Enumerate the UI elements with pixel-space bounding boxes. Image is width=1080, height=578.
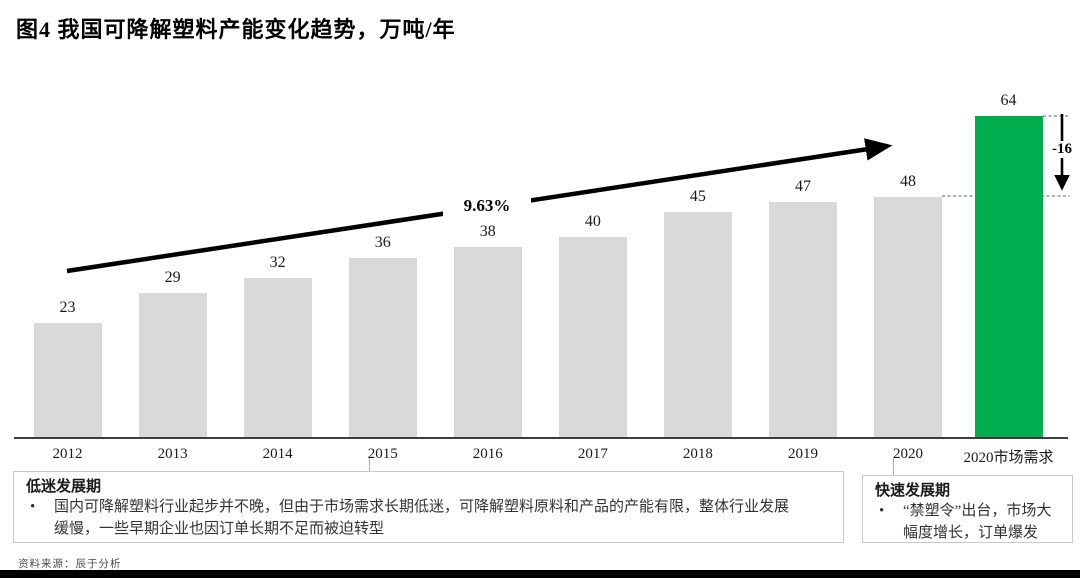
- x-axis-label: 2016: [472, 446, 503, 462]
- note-box-rapid-period: 快速发展期 • “禁塑令”出台，市场大幅度增长，订单爆发: [862, 475, 1073, 543]
- bullet-icon: •: [879, 503, 885, 520]
- note-left-bullet: • 国内可降解塑料行业起步并不晚，但由于市场需求长期低迷，可降解塑料原料和产品的…: [26, 497, 831, 540]
- bar-2014: [243, 278, 312, 439]
- bar-2015: [348, 258, 417, 439]
- note-left-bullet-text: 国内可降解塑料行业起步并不晚，但由于市场需求长期低迷，可降解塑料原料和产品的产能…: [54, 499, 790, 537]
- x-axis-label: 2015: [367, 446, 398, 462]
- x-axis-label: 2020市场需求: [963, 450, 1054, 466]
- bar-2020-market-demand: [974, 116, 1043, 439]
- note-left-title: 低迷发展期: [26, 479, 102, 495]
- bar-value-label: 36: [374, 234, 391, 251]
- bar-value-label: 48: [900, 173, 917, 190]
- bottom-black-band: [0, 570, 1080, 578]
- bar-value-label: 38: [479, 223, 496, 240]
- source-note: 资料来源：辰于分析: [18, 559, 122, 570]
- bar-2018: [663, 212, 732, 439]
- bar-2013: [138, 293, 207, 439]
- bar-value-label: 47: [794, 178, 811, 195]
- bar-value-label: 23: [59, 299, 76, 316]
- x-axis-label: 2013: [157, 446, 188, 462]
- x-axis-line: [14, 437, 1068, 439]
- bar-2020: [874, 197, 943, 439]
- note-box-slow-period: 低迷发展期 • 国内可降解塑料行业起步并不晚，但由于市场需求长期低迷，可降解塑料…: [13, 471, 844, 543]
- bar-2012: [33, 323, 102, 439]
- bar-value-label: 64: [1000, 92, 1017, 109]
- chart-title: 图4 我国可降解塑料产能变化趋势，万吨/年: [16, 17, 456, 42]
- bar-2017: [558, 237, 627, 439]
- bullet-icon: •: [30, 499, 36, 516]
- note-right-bullet: • “禁塑令”出台，市场大幅度增长，订单爆发: [875, 501, 1060, 542]
- leader-line-right: [893, 457, 894, 475]
- bar-value-label: 45: [689, 188, 706, 205]
- x-axis-label: 2014: [262, 446, 293, 462]
- x-axis-label: 2018: [682, 446, 713, 462]
- bar-value-label: 29: [164, 269, 181, 286]
- x-axis-label: 2012: [52, 446, 83, 462]
- cagr-label: 9.63%: [443, 196, 531, 216]
- leader-line-left: [369, 458, 370, 471]
- bar-2016: [453, 247, 522, 439]
- bar-value-label: 32: [269, 254, 286, 271]
- bar-value-label: 40: [584, 213, 601, 230]
- note-right-title: 快速发展期: [875, 483, 951, 499]
- bar-2019: [768, 202, 837, 439]
- x-axis-label: 2017: [577, 446, 608, 462]
- note-right-bullet-text: “禁塑令”出台，市场大幅度增长，订单爆发: [903, 503, 1052, 541]
- x-axis-label: 2019: [787, 446, 818, 462]
- gap-label: -16: [1045, 141, 1079, 158]
- x-axis-label: 2020: [893, 446, 924, 462]
